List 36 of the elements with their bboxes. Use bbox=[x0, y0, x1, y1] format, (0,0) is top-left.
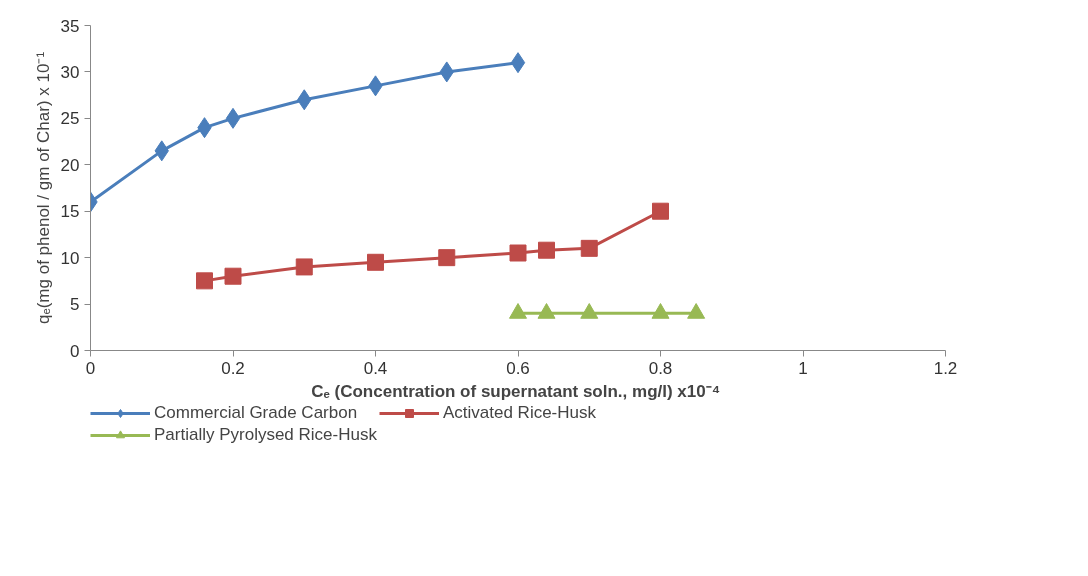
y-tick-label: 10 bbox=[60, 248, 80, 268]
point bbox=[438, 249, 456, 267]
x-tick-label: 0 bbox=[85, 358, 96, 378]
y-tick-label: 20 bbox=[60, 155, 80, 175]
x-tick-label: 1.2 bbox=[933, 358, 958, 378]
point bbox=[687, 303, 706, 319]
point bbox=[295, 258, 313, 276]
point bbox=[580, 303, 599, 319]
point bbox=[510, 52, 526, 74]
x-tick-label: 0.6 bbox=[506, 358, 530, 378]
y-tick-label: 30 bbox=[60, 62, 80, 82]
point bbox=[367, 253, 384, 271]
y-tick-label: 0 bbox=[70, 341, 80, 361]
point bbox=[225, 107, 241, 129]
point bbox=[651, 303, 670, 319]
x-tick-label: 0.2 bbox=[221, 358, 245, 378]
point bbox=[538, 241, 555, 259]
legend-label: Partially Pyrolysed Rice-Husk bbox=[154, 425, 377, 445]
point bbox=[196, 272, 213, 290]
x-tick-label: 1 bbox=[798, 358, 808, 378]
x-tick-label: 0.4 bbox=[363, 358, 388, 378]
legend-label: Commercial Grade Carbon bbox=[154, 403, 358, 423]
point bbox=[537, 303, 556, 319]
x-tick-label: 0.8 bbox=[648, 358, 673, 378]
point bbox=[509, 244, 527, 262]
y-axis-title: qₑ(mg of phenol / gm of Char) x 10⁻¹ bbox=[33, 51, 53, 325]
y-tick-label: 15 bbox=[60, 202, 80, 222]
y-tick-label: 25 bbox=[60, 109, 80, 129]
point bbox=[652, 202, 669, 220]
point bbox=[509, 303, 527, 319]
y-tick-label: 5 bbox=[70, 295, 80, 315]
point bbox=[580, 239, 598, 257]
point bbox=[224, 267, 242, 285]
y-tick-label: 35 bbox=[60, 16, 80, 36]
legend-label: Activated Rice-Husk bbox=[442, 403, 597, 423]
x-axis-title: Cₑ (Concentration of supernatant soln., mg/l) x10⁻⁴ bbox=[311, 381, 721, 401]
